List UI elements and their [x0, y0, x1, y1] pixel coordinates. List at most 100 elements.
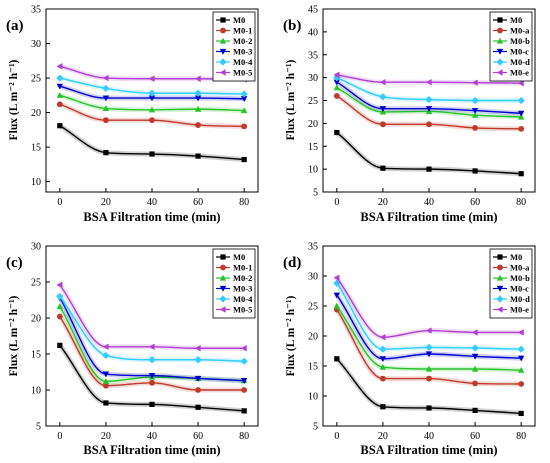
x-tick-label: 40	[147, 431, 157, 442]
data-point	[425, 79, 432, 86]
x-axis-label: BSA Filtration time (min)	[83, 210, 220, 224]
data-point	[379, 79, 386, 86]
series-M0	[57, 342, 247, 414]
y-tick-label: 25	[31, 74, 41, 85]
legend-box	[489, 248, 533, 319]
data-point	[425, 95, 433, 104]
y-tick-label: 20	[308, 332, 318, 343]
data-point	[472, 380, 478, 387]
data-point	[333, 79, 341, 86]
data-point	[56, 281, 63, 289]
y-tick-label: 30	[308, 73, 318, 84]
y-tick-label: 15	[308, 142, 318, 153]
data-point	[379, 345, 387, 353]
y-axis-label: Flux (L m⁻² h⁻¹)	[8, 59, 20, 140]
data-point	[426, 121, 432, 128]
data-point	[333, 71, 340, 79]
data-point	[56, 292, 64, 300]
data-point	[148, 106, 156, 113]
legend-label: M0	[233, 15, 245, 25]
series-M0-5	[56, 63, 247, 83]
y-tick-label: 10	[31, 177, 41, 188]
data-point	[149, 379, 155, 386]
y-axis-label: Flux (L m⁻² h⁻¹)	[8, 295, 20, 376]
legend-marker	[219, 37, 227, 44]
y-tick-label: 15	[31, 350, 41, 361]
data-point	[102, 351, 110, 360]
data-point	[194, 75, 201, 82]
series-M0-e	[333, 71, 524, 87]
data-point	[471, 344, 479, 352]
x-tick-label: 40	[424, 431, 434, 442]
data-point	[333, 302, 341, 309]
legend-marker	[219, 58, 227, 66]
data-point	[103, 400, 109, 406]
series-M0-1	[56, 101, 248, 130]
y-tick-label: 10	[308, 165, 318, 176]
data-point	[102, 343, 109, 350]
data-point	[148, 75, 155, 82]
x-tick-label: 20	[378, 197, 388, 208]
data-point	[148, 373, 156, 379]
data-point	[194, 95, 202, 102]
legend-label: M0-e	[510, 305, 529, 315]
data-point	[517, 113, 525, 120]
data-point	[195, 153, 201, 159]
data-point	[102, 95, 110, 102]
y-axis-label: Flux (L m⁻² h⁻¹)	[285, 59, 297, 140]
data-point	[240, 96, 248, 102]
data-point	[471, 353, 479, 360]
y-tick-label: 25	[31, 278, 41, 289]
legend-marker	[497, 254, 503, 260]
legend-label: M0-3	[233, 47, 252, 57]
data-point	[240, 107, 248, 114]
panel-3: (c) 5 10 15 20 25 30 0 20 40 60 80 BSA Filtration ti…	[6, 242, 259, 457]
data-point	[56, 313, 63, 320]
x-tick-label: 80	[239, 197, 249, 208]
data-point	[149, 151, 155, 157]
series-M0-d	[333, 279, 525, 353]
data-point	[194, 356, 202, 364]
data-point	[517, 79, 524, 87]
legend-marker	[219, 48, 227, 55]
series-M0-4	[56, 74, 248, 98]
data-point	[149, 117, 155, 124]
panel-label: (a)	[6, 18, 24, 34]
x-axis-label: BSA Filtration time (min)	[360, 443, 497, 457]
data-point	[333, 74, 341, 82]
x-tick-label: 0	[57, 197, 62, 208]
series-M0	[334, 356, 524, 416]
data-point	[102, 84, 110, 93]
legend-label: M0-2	[233, 273, 252, 283]
data-point	[380, 375, 386, 382]
data-point	[102, 105, 110, 112]
series-M0-d	[333, 74, 525, 105]
legend-marker	[496, 58, 504, 66]
series-M0-5	[56, 281, 247, 352]
x-tick-label: 40	[147, 197, 157, 208]
legend-label: M0-d	[510, 294, 530, 304]
legend-box	[212, 248, 256, 319]
legend-marker	[497, 27, 503, 34]
legend-marker	[496, 37, 504, 44]
data-point	[517, 345, 525, 353]
legend-marker	[219, 274, 227, 281]
x-axis-label: BSA Filtration time (min)	[83, 443, 220, 457]
legend-label: M0-a	[510, 26, 530, 36]
data-point	[425, 327, 432, 334]
data-point	[195, 404, 201, 410]
legend-label: M0-2	[233, 36, 252, 46]
data-point	[518, 381, 525, 387]
series-M0-c	[333, 79, 525, 117]
data-point	[56, 303, 64, 310]
data-point	[379, 93, 387, 101]
data-point	[195, 387, 201, 393]
data-point	[103, 117, 109, 124]
legend-marker	[219, 295, 227, 303]
legend-label: M0-1	[233, 263, 252, 273]
panel-label: (b)	[283, 18, 301, 34]
data-point	[379, 106, 387, 112]
y-tick-label: 15	[31, 143, 41, 154]
legend-label: M0-4	[233, 294, 253, 304]
